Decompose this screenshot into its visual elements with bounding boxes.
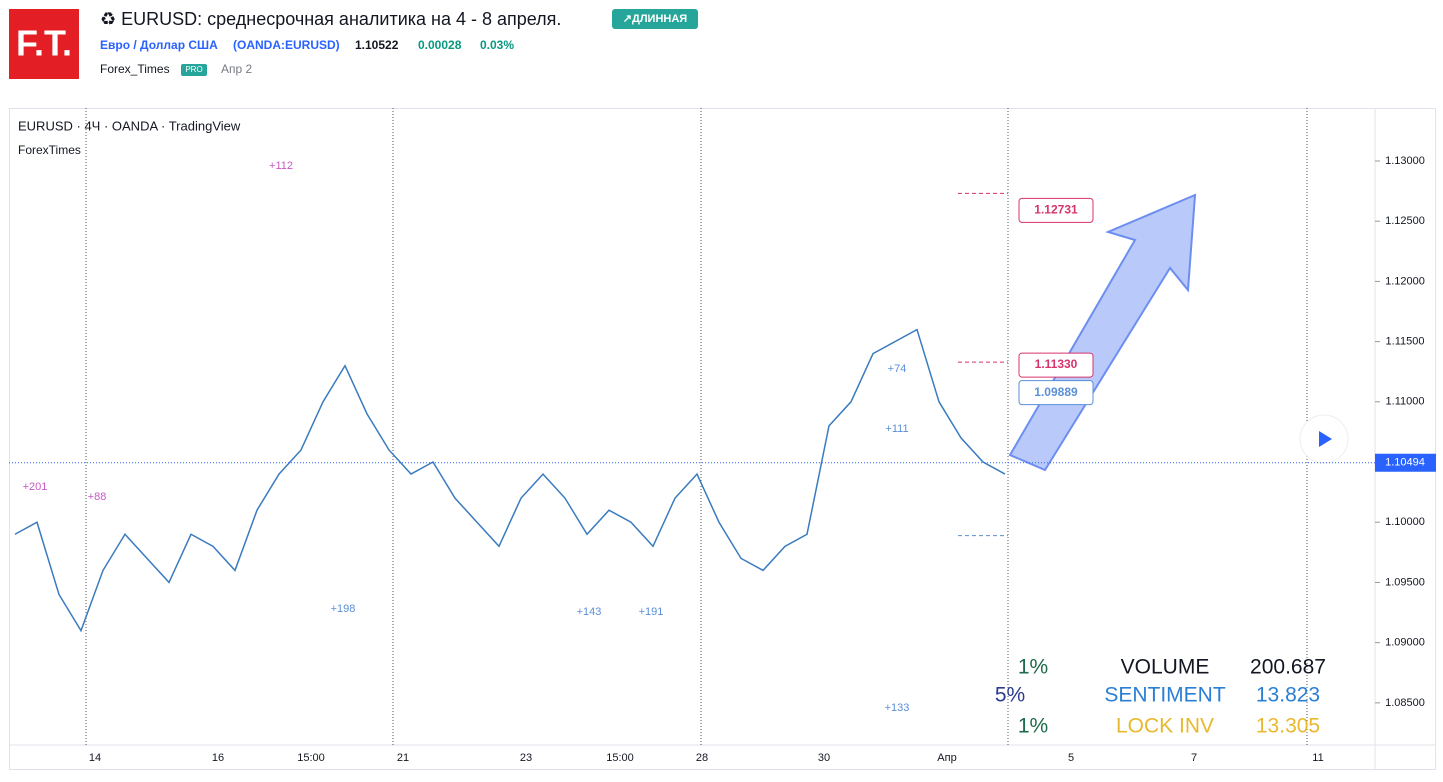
y-tick-label: 1.12000 [1385, 275, 1425, 287]
y-tick-label: 1.08500 [1385, 697, 1425, 709]
stat-pct: 5% [995, 684, 1025, 707]
title: ♻ EURUSD: среднесрочная аналитика на 4 -… [100, 9, 561, 29]
x-tick-label: 30 [818, 752, 830, 764]
annotation: +191 [639, 606, 664, 618]
annotation: +88 [88, 491, 107, 503]
logo: F.T. [16, 23, 72, 64]
legend: EURUSD · 4Ч · OANDA · TradingView [18, 118, 241, 133]
x-tick-label: 5 [1068, 752, 1074, 764]
y-tick-label: 1.09000 [1385, 637, 1425, 649]
change-pct: 0.03% [480, 38, 514, 52]
stat-pct: 1% [1018, 715, 1048, 738]
annotation: +133 [885, 702, 910, 714]
play-icon [1319, 431, 1332, 447]
logo-box [9, 9, 79, 79]
stat-pct: 1% [1018, 656, 1048, 679]
x-tick-label: 21 [397, 752, 409, 764]
badge: ↗ДЛИННАЯ [623, 13, 688, 25]
target-label: 1.12731 [1034, 203, 1078, 217]
author[interactable]: Forex_Times [100, 62, 170, 76]
price: 1.10522 [355, 38, 399, 52]
session-lines [85, 108, 1308, 745]
stat-value: 13.305 [1256, 715, 1320, 738]
stat-name: SENTIMENT [1104, 684, 1226, 707]
annotation: +74 [888, 363, 907, 375]
current-price-label: 1.10494 [1385, 457, 1425, 469]
stat-value: 13.823 [1256, 684, 1320, 707]
y-tick-label: 1.10000 [1385, 516, 1425, 528]
x-tick-label: 23 [520, 752, 532, 764]
x-tick-label: 7 [1191, 752, 1197, 764]
target-label: 1.09889 [1034, 385, 1078, 399]
pro: PRO [185, 65, 202, 74]
x-tick-label: 15:00 [606, 752, 634, 764]
y-tick-label: 1.09500 [1385, 576, 1425, 588]
stat-value: 200.687 [1250, 656, 1326, 679]
change: 0.00028 [418, 38, 462, 52]
ticker[interactable]: (OANDA:EURUSD) [233, 38, 340, 52]
y-tick-label: 1.11500 [1386, 336, 1425, 348]
current-price-box [1375, 453, 1436, 472]
stat-name: LOCK INV [1116, 715, 1214, 738]
x-tick-label: 16 [212, 752, 224, 764]
target-label: 1.11330 [1035, 357, 1078, 371]
date: Апр 2 [221, 62, 253, 76]
badge-bg [612, 9, 698, 29]
x-tick-label: 11 [1312, 752, 1323, 764]
stat-name: VOLUME [1121, 656, 1210, 679]
y-tick-label: 1.11000 [1386, 396, 1425, 408]
annotation: +111 [885, 423, 908, 435]
annotation: +198 [331, 603, 356, 615]
annotation: +143 [577, 606, 602, 618]
chart-frame [9, 108, 1436, 770]
x-tick-label: 28 [696, 752, 708, 764]
x-tick-label: 15:00 [297, 752, 325, 764]
pro-bg [181, 64, 207, 76]
arrow [1008, 193, 1197, 472]
y-tick-label: 1.12500 [1385, 215, 1425, 227]
x-tick-label: Апр [937, 752, 956, 764]
y-tick-label: 1.13000 [1385, 155, 1425, 167]
target-box [1018, 197, 1094, 223]
indicator: ForexTimes [18, 143, 81, 157]
target-box [1018, 380, 1094, 406]
price-line [14, 328, 1006, 633]
annotation: +112 [269, 160, 293, 172]
x-tick-label: 14 [89, 752, 101, 764]
target-box [1018, 352, 1094, 378]
annotation: +201 [23, 481, 48, 493]
instrument[interactable]: Евро / Доллар США [100, 38, 218, 52]
